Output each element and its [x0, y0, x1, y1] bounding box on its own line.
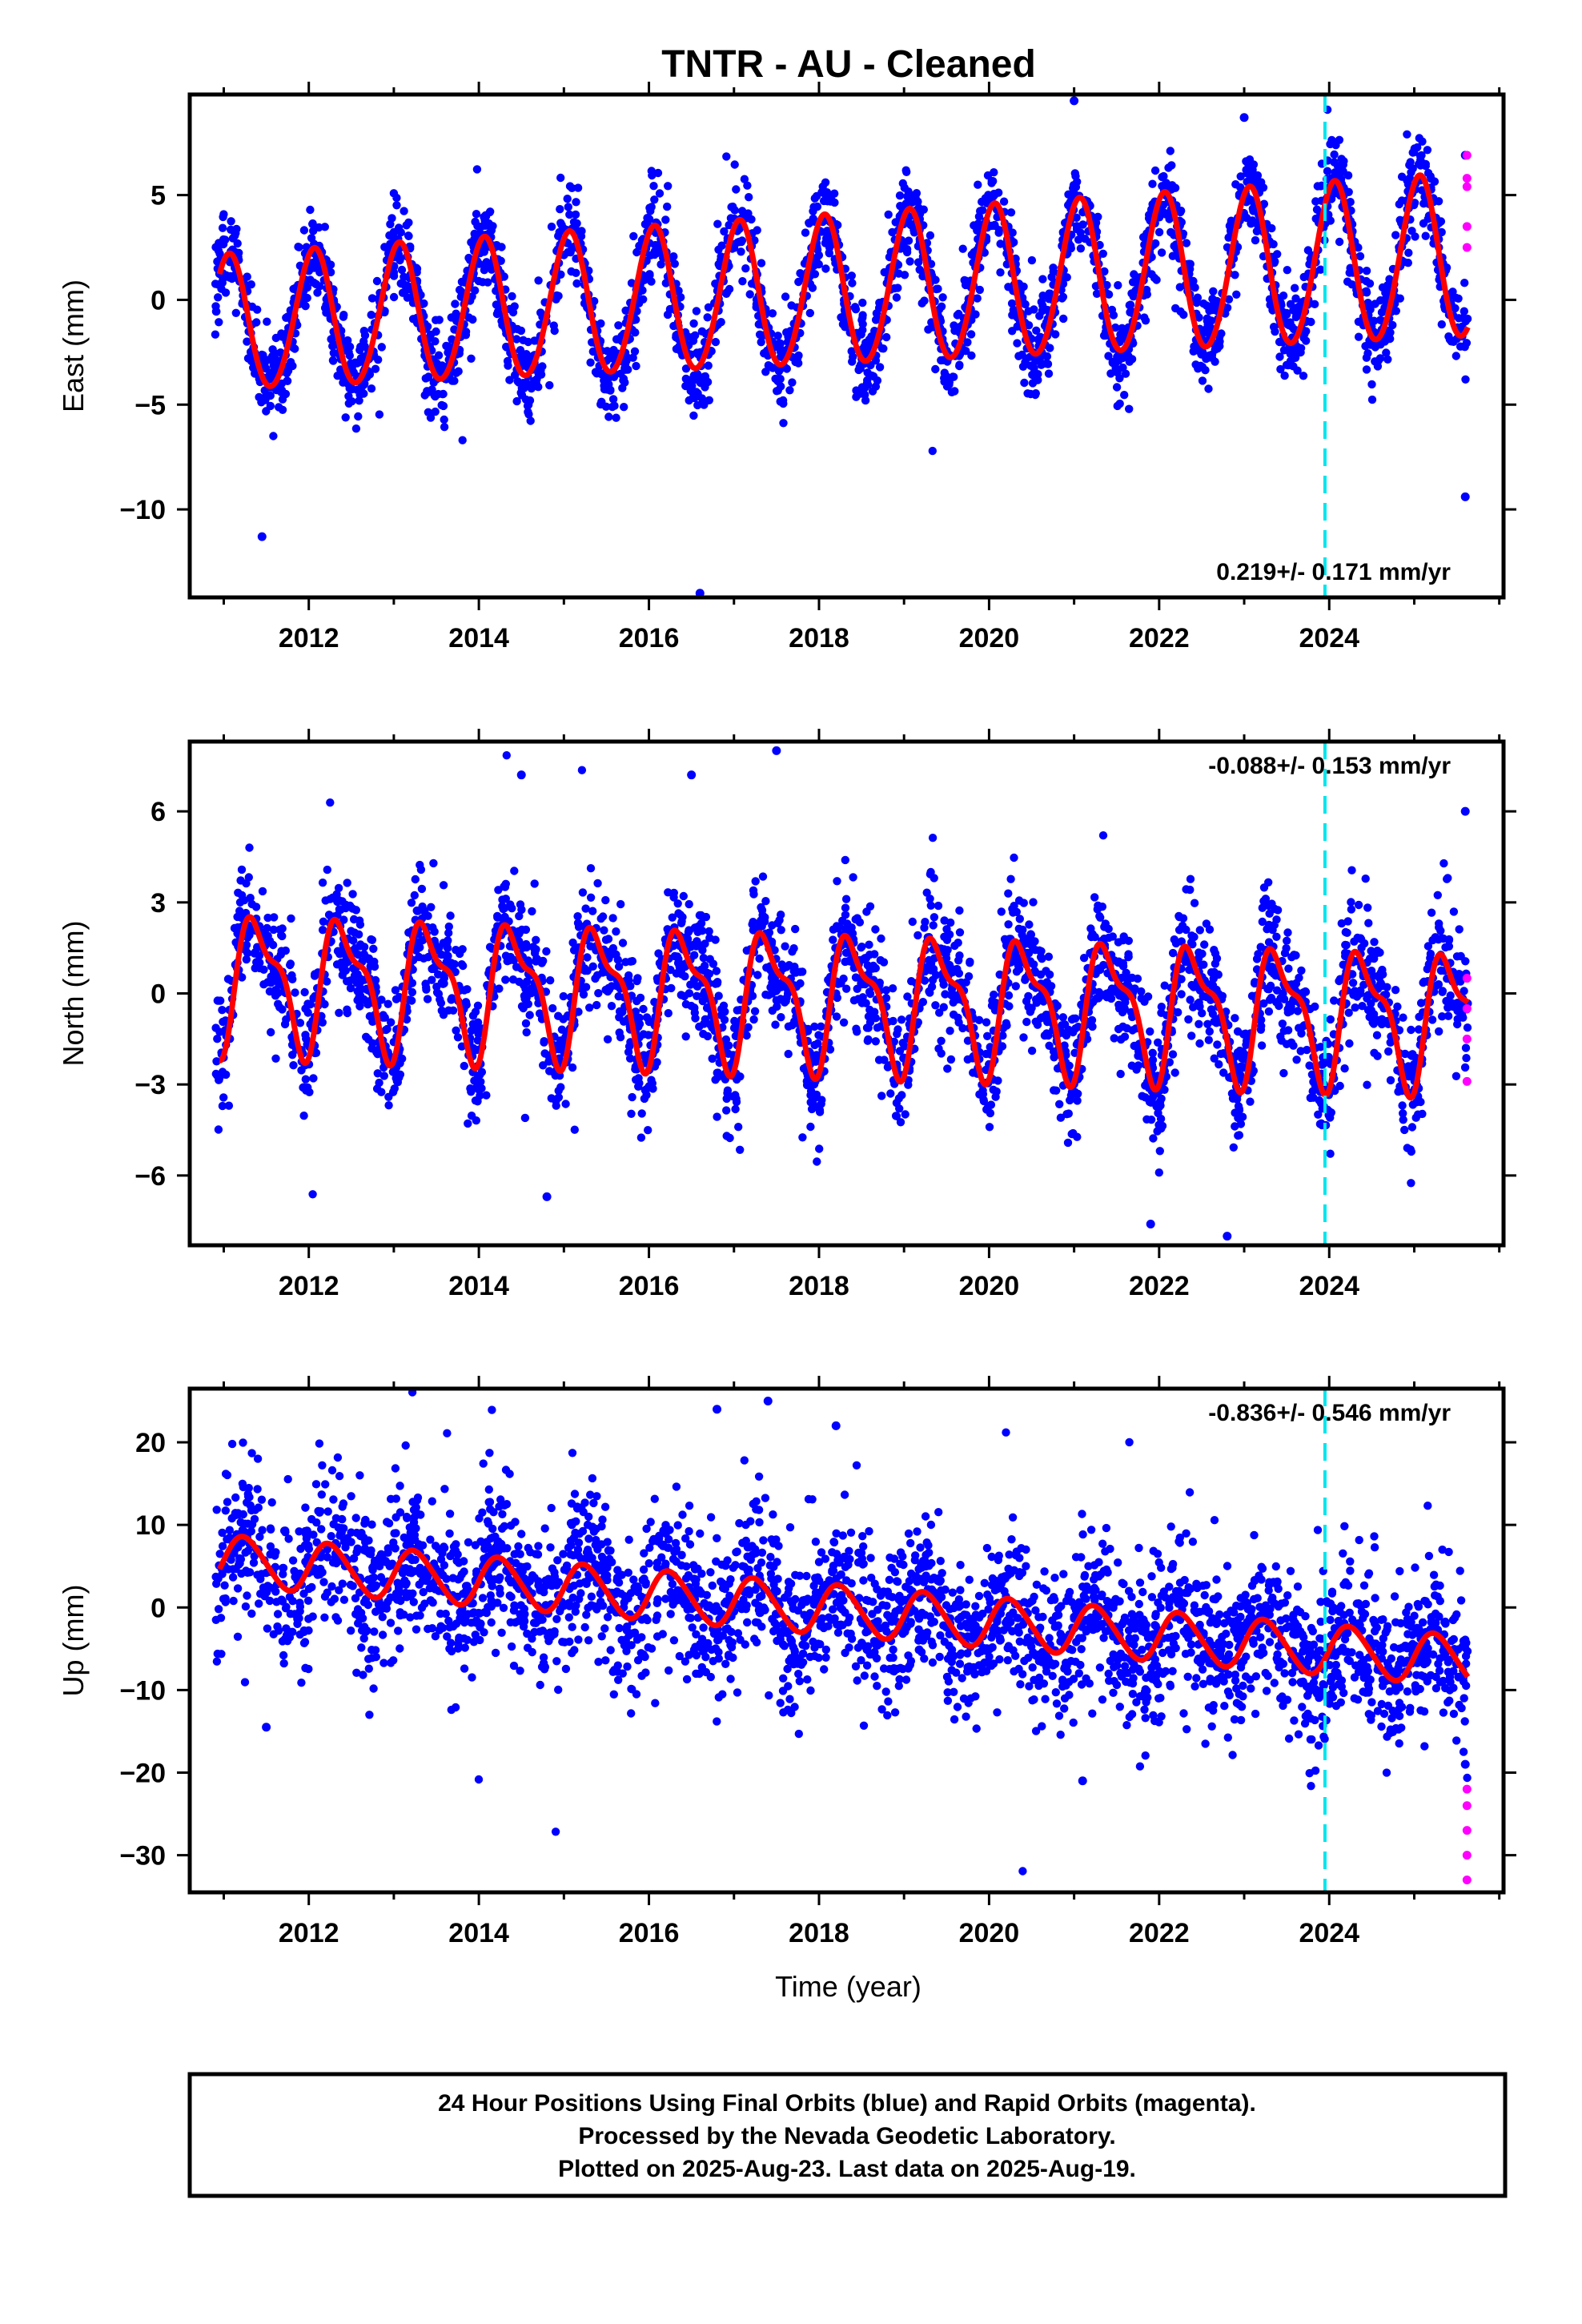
- model-fit-line: [217, 1534, 1471, 1684]
- final-orbit-point: [257, 532, 267, 541]
- x-tick-label: 2012: [279, 1918, 339, 1948]
- final-orbit-point: [516, 770, 526, 780]
- x-tick-label: 2020: [959, 623, 1020, 653]
- model-fit-line: [216, 172, 1471, 389]
- x-tick-label: 2016: [619, 1271, 680, 1301]
- final-orbit-point: [542, 1192, 552, 1201]
- rapid-orbit-point: [1462, 1076, 1472, 1086]
- x-tick-label: 2020: [959, 1918, 1020, 1948]
- x-tick-label: 2022: [1129, 623, 1190, 653]
- rapid-orbit-point: [1462, 1876, 1472, 1885]
- final-orbit-point: [1460, 492, 1470, 501]
- y-tick-label: 0: [151, 979, 166, 1010]
- figure-title: TNTR - AU - Cleaned: [661, 43, 1036, 86]
- x-tick-label: 2022: [1129, 1271, 1190, 1301]
- rapid-orbit-point: [1462, 1851, 1472, 1860]
- y-tick-label: 5: [151, 181, 166, 211]
- final-orbit-point: [1223, 1232, 1232, 1241]
- footer-box: 24 Hour Positions Using Final Orbits (bl…: [187, 2072, 1508, 2198]
- y-axis-label: East (mm): [57, 279, 90, 412]
- y-tick-label: −30: [119, 1841, 166, 1872]
- x-tick-label: 2020: [959, 1271, 1020, 1301]
- y-tick-label: 3: [151, 888, 166, 919]
- x-tick-label: 2016: [619, 623, 680, 653]
- x-tick-label: 2016: [619, 1918, 680, 1948]
- footer-line-3: Plotted on 2025-Aug-23. Last data on 202…: [558, 2156, 1136, 2182]
- rapid-orbit-point: [1462, 1826, 1472, 1835]
- final-orbit-point: [1146, 1219, 1155, 1228]
- x-tick-label: 2014: [448, 623, 509, 653]
- y-tick-label: −6: [135, 1161, 166, 1192]
- final-orbits-points: [211, 1389, 1472, 1876]
- final-orbits-series: [211, 96, 1472, 597]
- rapid-orbit-point: [1462, 151, 1472, 160]
- rapid-orbit-point: [1462, 174, 1472, 183]
- east-panel: 2012 2014 2016 2018 2020 2022 2024 5 0 −5 −10 East …: [57, 82, 1516, 653]
- rapid-orbit-point: [1462, 1003, 1472, 1013]
- final-orbit-point: [1460, 806, 1470, 816]
- rapid-orbits-series: [1462, 151, 1472, 252]
- y-tick-label: −10: [119, 1675, 166, 1706]
- footer-line-1: 24 Hour Positions Using Final Orbits (bl…: [438, 2090, 1256, 2117]
- y-axis-label: Up (mm): [57, 1585, 90, 1697]
- y-tick-label: 0: [151, 1593, 166, 1623]
- y-tick-label: 20: [135, 1428, 166, 1458]
- x-tick-label: 2018: [789, 1271, 849, 1301]
- x-tick-label: 2018: [789, 1918, 849, 1948]
- rapid-orbit-point: [1462, 243, 1472, 252]
- y-tick-label: −20: [119, 1758, 166, 1788]
- final-orbit-point: [1078, 1776, 1087, 1786]
- model-fit-line: [217, 914, 1470, 1101]
- rapid-orbit-point: [1462, 182, 1472, 191]
- north-panel: 2012 2014 2016 2018 2020 2022 2024 6 3 0 −3 −6 North…: [57, 729, 1516, 1301]
- x-tick-label: 2018: [789, 623, 849, 653]
- rapid-orbit-point: [1462, 1784, 1472, 1794]
- footer-line-2: Processed by the Nevada Geodetic Laborat…: [578, 2123, 1115, 2149]
- final-orbit-point: [262, 392, 271, 401]
- final-orbit-point: [831, 1421, 841, 1430]
- final-orbit-point: [1070, 96, 1079, 106]
- y-tick-label: −3: [135, 1070, 166, 1100]
- y-tick-label: −5: [135, 390, 166, 420]
- y-tick-label: −10: [119, 495, 166, 525]
- plot-frame: [187, 1386, 1506, 1895]
- x-tick-label: 2014: [448, 1918, 509, 1948]
- final-orbits-series: [211, 1389, 1472, 1876]
- final-orbit-point: [763, 1396, 773, 1405]
- final-orbit-point: [1239, 113, 1249, 123]
- final-orbit-point: [772, 746, 781, 755]
- up-panel: 2012 2014 2016 2018 2020 2022 2024 20 10 0 −10 −20 −…: [57, 1376, 1516, 2003]
- x-axis-label: Time (year): [775, 1970, 921, 2003]
- x-tick-label: 2024: [1299, 623, 1359, 653]
- final-orbit-point: [713, 1405, 722, 1414]
- rapid-orbit-point: [1462, 974, 1472, 983]
- plot-frame: [187, 92, 1506, 600]
- velocity-annotation: -0.836+/- 0.546 mm/yr: [1208, 1400, 1451, 1426]
- velocity-annotation: -0.088+/- 0.153 mm/yr: [1208, 753, 1451, 779]
- x-tick-label: 2012: [279, 1271, 339, 1301]
- rapid-orbit-point: [1462, 222, 1472, 231]
- final-orbits-points: [211, 105, 1472, 456]
- x-tick-label: 2022: [1129, 1918, 1190, 1948]
- rapid-orbit-point: [1462, 1034, 1472, 1043]
- y-tick-label: 6: [151, 797, 166, 827]
- x-tick-label: 2024: [1299, 1918, 1359, 1948]
- y-tick-label: 10: [135, 1510, 166, 1541]
- rapid-orbits-series: [1462, 1784, 1472, 1885]
- x-tick-label: 2012: [279, 623, 339, 653]
- final-orbit-point: [262, 1723, 271, 1732]
- y-axis-label: North (mm): [57, 921, 90, 1067]
- rapid-orbit-point: [1462, 1801, 1472, 1811]
- x-tick-label: 2014: [448, 1271, 509, 1301]
- velocity-annotation: 0.219+/- 0.171 mm/yr: [1216, 559, 1451, 585]
- final-orbit-point: [695, 589, 705, 597]
- final-orbit-point: [687, 770, 697, 780]
- y-tick-label: 0: [151, 285, 166, 316]
- rapid-orbits-series: [1462, 974, 1472, 1086]
- final-orbits-series: [211, 746, 1472, 1241]
- final-orbit-point: [1460, 1759, 1470, 1769]
- x-tick-label: 2024: [1299, 1271, 1359, 1301]
